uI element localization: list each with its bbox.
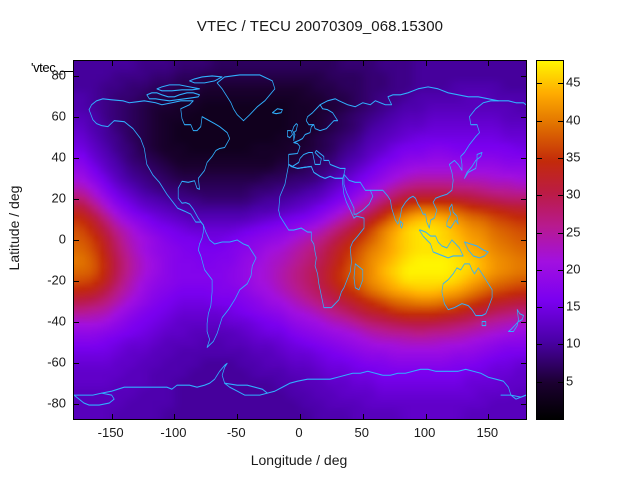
y-tick-mark [74,240,79,241]
x-tick-mark [363,61,364,66]
colorbar-tick-mark [558,270,563,271]
y-tick-label: 60 [51,108,66,124]
y-tick-label: 40 [51,149,66,165]
y-tick-mark [521,363,526,364]
colorbar-tick-labels: 45 40 35 30 25 20 15 10 5 [566,60,626,418]
x-tick-mark [112,61,113,66]
colorbar-tick-label: 30 [566,186,581,202]
y-tick-mark [521,404,526,405]
colorbar-tick-mark [558,307,563,308]
colorbar-tick-mark [537,344,542,345]
y-tick-mark [521,199,526,200]
colorbar-tick-mark [537,195,542,196]
plot-key-label: 'vtec_ [31,60,63,75]
colorbar-tick-mark [558,382,563,383]
y-tick-label: -80 [47,395,66,411]
x-tick-mark [488,61,489,66]
colorbar-gradient [537,61,563,419]
colorbar-tick-mark [537,121,542,122]
colorbar-tick-mark [537,382,542,383]
y-tick-mark [521,117,526,118]
y-axis-tick-labels: 80 60 40 20 0 -20 -40 -60 -80 [0,60,66,418]
y-tick-mark [521,281,526,282]
colorbar-tick-label: 35 [566,149,581,165]
x-tick-mark [426,61,427,66]
y-tick-mark [74,158,79,159]
y-tick-label: 80 [51,67,66,83]
x-axis-tick-labels: -150 -100 -50 0 50 100 150 [73,425,525,445]
y-tick-mark [74,363,79,364]
x-tick-label: 150 [476,425,499,440]
x-tick-mark [300,414,301,419]
y-tick-mark [74,281,79,282]
plot-key-line [60,71,74,72]
colorbar [536,60,564,420]
y-tick-mark [74,322,79,323]
heatmap-plot-area [73,60,527,420]
x-tick-label: 100 [413,425,436,440]
colorbar-tick-mark [558,233,563,234]
y-tick-mark [74,76,79,77]
colorbar-tick-mark [537,307,542,308]
y-tick-mark [521,76,526,77]
colorbar-tick-label: 20 [566,261,581,277]
vtec-heatmap [74,61,526,419]
x-tick-mark [112,414,113,419]
page-title: VTEC / TECU 20070309_068.15300 [196,18,444,35]
colorbar-tick-label: 45 [566,74,581,90]
colorbar-tick-marks [536,60,564,418]
colorbar-tick-mark [558,344,563,345]
y-tick-mark [521,240,526,241]
x-tick-mark [174,414,175,419]
colorbar-tick-label: 25 [566,224,581,240]
x-axis-title: Longitude / deg [250,452,348,468]
y-tick-label: -60 [47,354,66,370]
x-tick-mark [488,414,489,419]
x-tick-mark [300,61,301,66]
x-tick-mark [174,61,175,66]
x-tick-label: 0 [295,425,303,440]
colorbar-tick-label: 10 [566,335,581,351]
colorbar-tick-label: 15 [566,298,581,314]
colorbar-tick-mark [537,233,542,234]
x-tick-label: -50 [226,425,246,440]
y-tick-label: -40 [47,313,66,329]
x-tick-label: -100 [160,425,187,440]
x-tick-mark [426,414,427,419]
y-tick-label: 20 [51,190,66,206]
y-tick-mark [74,404,79,405]
y-tick-mark [521,322,526,323]
colorbar-tick-label: 5 [566,373,574,389]
x-tick-mark [237,61,238,66]
colorbar-tick-mark [558,158,563,159]
colorbar-tick-mark [558,195,563,196]
colorbar-tick-mark [537,270,542,271]
colorbar-tick-mark [558,83,563,84]
y-tick-mark [521,158,526,159]
colorbar-tick-mark [537,158,542,159]
y-axis-title: Latitude / deg [6,185,22,271]
x-tick-mark [237,414,238,419]
y-tick-label: 0 [58,231,66,247]
x-tick-label: -150 [97,425,124,440]
colorbar-tick-mark [558,121,563,122]
x-tick-label: 50 [354,425,369,440]
colorbar-tick-mark [537,83,542,84]
y-tick-label: -20 [47,272,66,288]
y-tick-mark [74,199,79,200]
colorbar-tick-label: 40 [566,112,581,128]
x-tick-mark [363,414,364,419]
y-tick-mark [74,117,79,118]
